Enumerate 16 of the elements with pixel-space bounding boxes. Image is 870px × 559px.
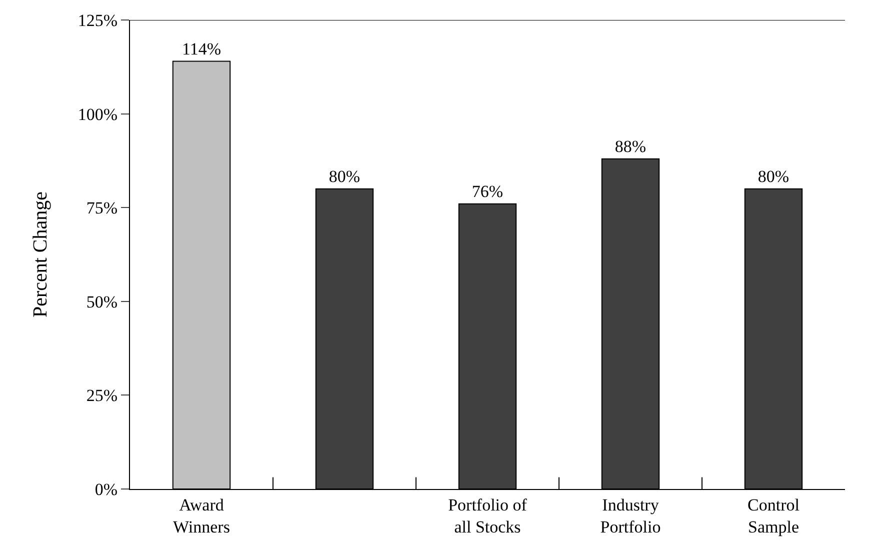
y-tick-label: 100% xyxy=(78,104,118,124)
y-axis-title: Percent Change xyxy=(29,191,52,318)
data-label: 76% xyxy=(472,182,504,201)
y-tick-label: 25% xyxy=(86,386,118,406)
y-tick-label: 50% xyxy=(86,292,118,312)
data-label: 88% xyxy=(614,136,646,156)
y-tick-label: 0% xyxy=(94,480,118,499)
y-tick-label: 125% xyxy=(78,10,118,30)
x-tick-label: Portfolio of all Stocks xyxy=(448,495,528,536)
x-tick-label: Control Sample xyxy=(748,495,800,536)
data-label: 80% xyxy=(328,166,360,186)
data-label: 114% xyxy=(182,39,222,58)
x-tick-label: Industry Portfolio xyxy=(600,495,661,536)
data-label: 80% xyxy=(758,166,790,186)
y-tick-label: 75% xyxy=(86,198,118,218)
x-tick-label: Award Winners xyxy=(173,495,230,536)
